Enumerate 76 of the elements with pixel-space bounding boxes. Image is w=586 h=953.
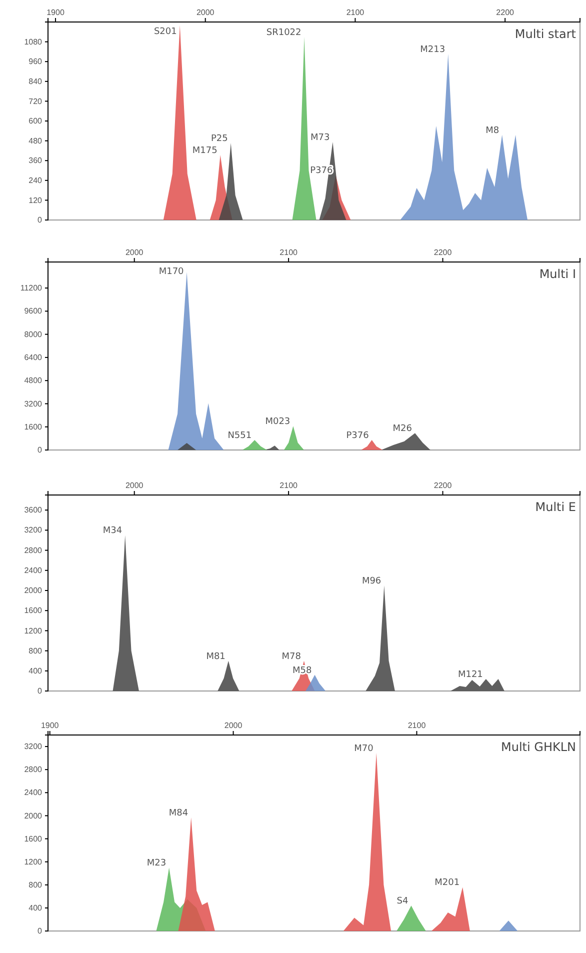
y-tick-label: 4800 (24, 376, 43, 386)
x-tick-label: 2200 (434, 248, 452, 257)
y-tick-label: 3600 (24, 506, 43, 515)
y-tick-label: 800 (28, 880, 43, 890)
y-tick-label: 960 (28, 57, 43, 66)
y-tick-label: 8000 (24, 330, 43, 339)
x-tick-label: 2000 (224, 721, 243, 730)
annotation: M170 (158, 267, 184, 277)
annotation: M78 (282, 652, 302, 662)
y-tick-label: 400 (28, 904, 43, 912)
annotation: P376 (346, 431, 370, 442)
annotation: M73 (310, 132, 330, 143)
y-tick-label: 360 (28, 156, 43, 166)
y-tick-label: 720 (28, 96, 43, 106)
annotation: M81 (206, 652, 226, 662)
annotation: M70 (354, 744, 374, 754)
y-tick-label: 0 (38, 216, 43, 225)
annotation: M023 (265, 417, 290, 428)
y-tick-label: 11200 (20, 284, 43, 293)
annotation: P25 (210, 134, 228, 144)
chart-title: Multi start (514, 27, 576, 41)
y-tick-label: 0 (38, 686, 43, 696)
x-tick-label: 2100 (280, 248, 298, 257)
annotation: N551 (228, 431, 252, 442)
annotation: M23 (146, 858, 166, 869)
chart-title: Multi GHKLN (501, 740, 576, 754)
x-tick-label: 1900 (40, 721, 60, 730)
y-tick-label: 3200 (24, 526, 43, 535)
annotation: M175 (192, 146, 218, 156)
annotation: M26 (392, 424, 412, 434)
x-tick-label: 1900 (46, 8, 65, 17)
text: Multi E (535, 500, 576, 514)
annotation: M201 (434, 878, 460, 888)
y-tick-label: 1600 (24, 834, 43, 844)
y-tick-label: 2800 (24, 546, 43, 555)
y-tick-label: 1080 (24, 37, 43, 46)
y-tick-label: 1200 (24, 626, 43, 636)
annotation: M34 (102, 526, 122, 536)
y-tick-label: 120 (28, 196, 43, 205)
x-tick-label: 2100 (408, 721, 426, 730)
annotation: M84 (168, 808, 188, 818)
y-tick-label: 400 (28, 666, 43, 676)
y-tick-label: 840 (28, 76, 43, 86)
x-tick-label: 2200 (434, 481, 452, 490)
x-tick-label: 2000 (125, 481, 144, 490)
annotation: M121 (458, 670, 483, 680)
x-tick-label: 2100 (346, 8, 365, 17)
y-tick-label: 0 (38, 446, 43, 455)
annotation: S201 (154, 27, 177, 37)
x-tick-label: 2100 (280, 481, 298, 490)
x-tick-label: 2000 (125, 248, 144, 257)
y-tick-label: 0 (38, 926, 43, 936)
y-tick-label: 240 (28, 176, 43, 185)
y-tick-label: 1600 (24, 422, 43, 432)
y-tick-label: 3200 (24, 742, 43, 752)
y-tick-label: 1600 (24, 606, 43, 616)
y-tick-label: 1200 (24, 857, 43, 866)
y-tick-label: 2800 (24, 765, 43, 774)
annotation: M213 (420, 44, 446, 55)
y-tick-label: 2400 (24, 788, 43, 798)
y-tick-label: 2000 (24, 586, 43, 596)
annotation: M8 (486, 126, 500, 136)
y-tick-label: 600 (28, 116, 43, 126)
y-tick-label: 800 (28, 646, 43, 656)
chart-title: Multi I (539, 267, 576, 281)
y-tick-label: 9600 (24, 306, 43, 316)
x-tick-label: 2000 (196, 8, 215, 17)
annotation: S4 (396, 896, 408, 907)
y-tick-label: 3200 (24, 399, 43, 408)
y-tick-label: 2000 (24, 811, 43, 820)
y-tick-label: 6400 (24, 353, 43, 362)
y-tick-label: 480 (28, 136, 43, 146)
x-tick-label: 2200 (496, 8, 515, 17)
annotation: M96 (362, 576, 382, 586)
annotation: SR1022 (266, 28, 302, 38)
y-tick-label: 2400 (24, 566, 43, 575)
